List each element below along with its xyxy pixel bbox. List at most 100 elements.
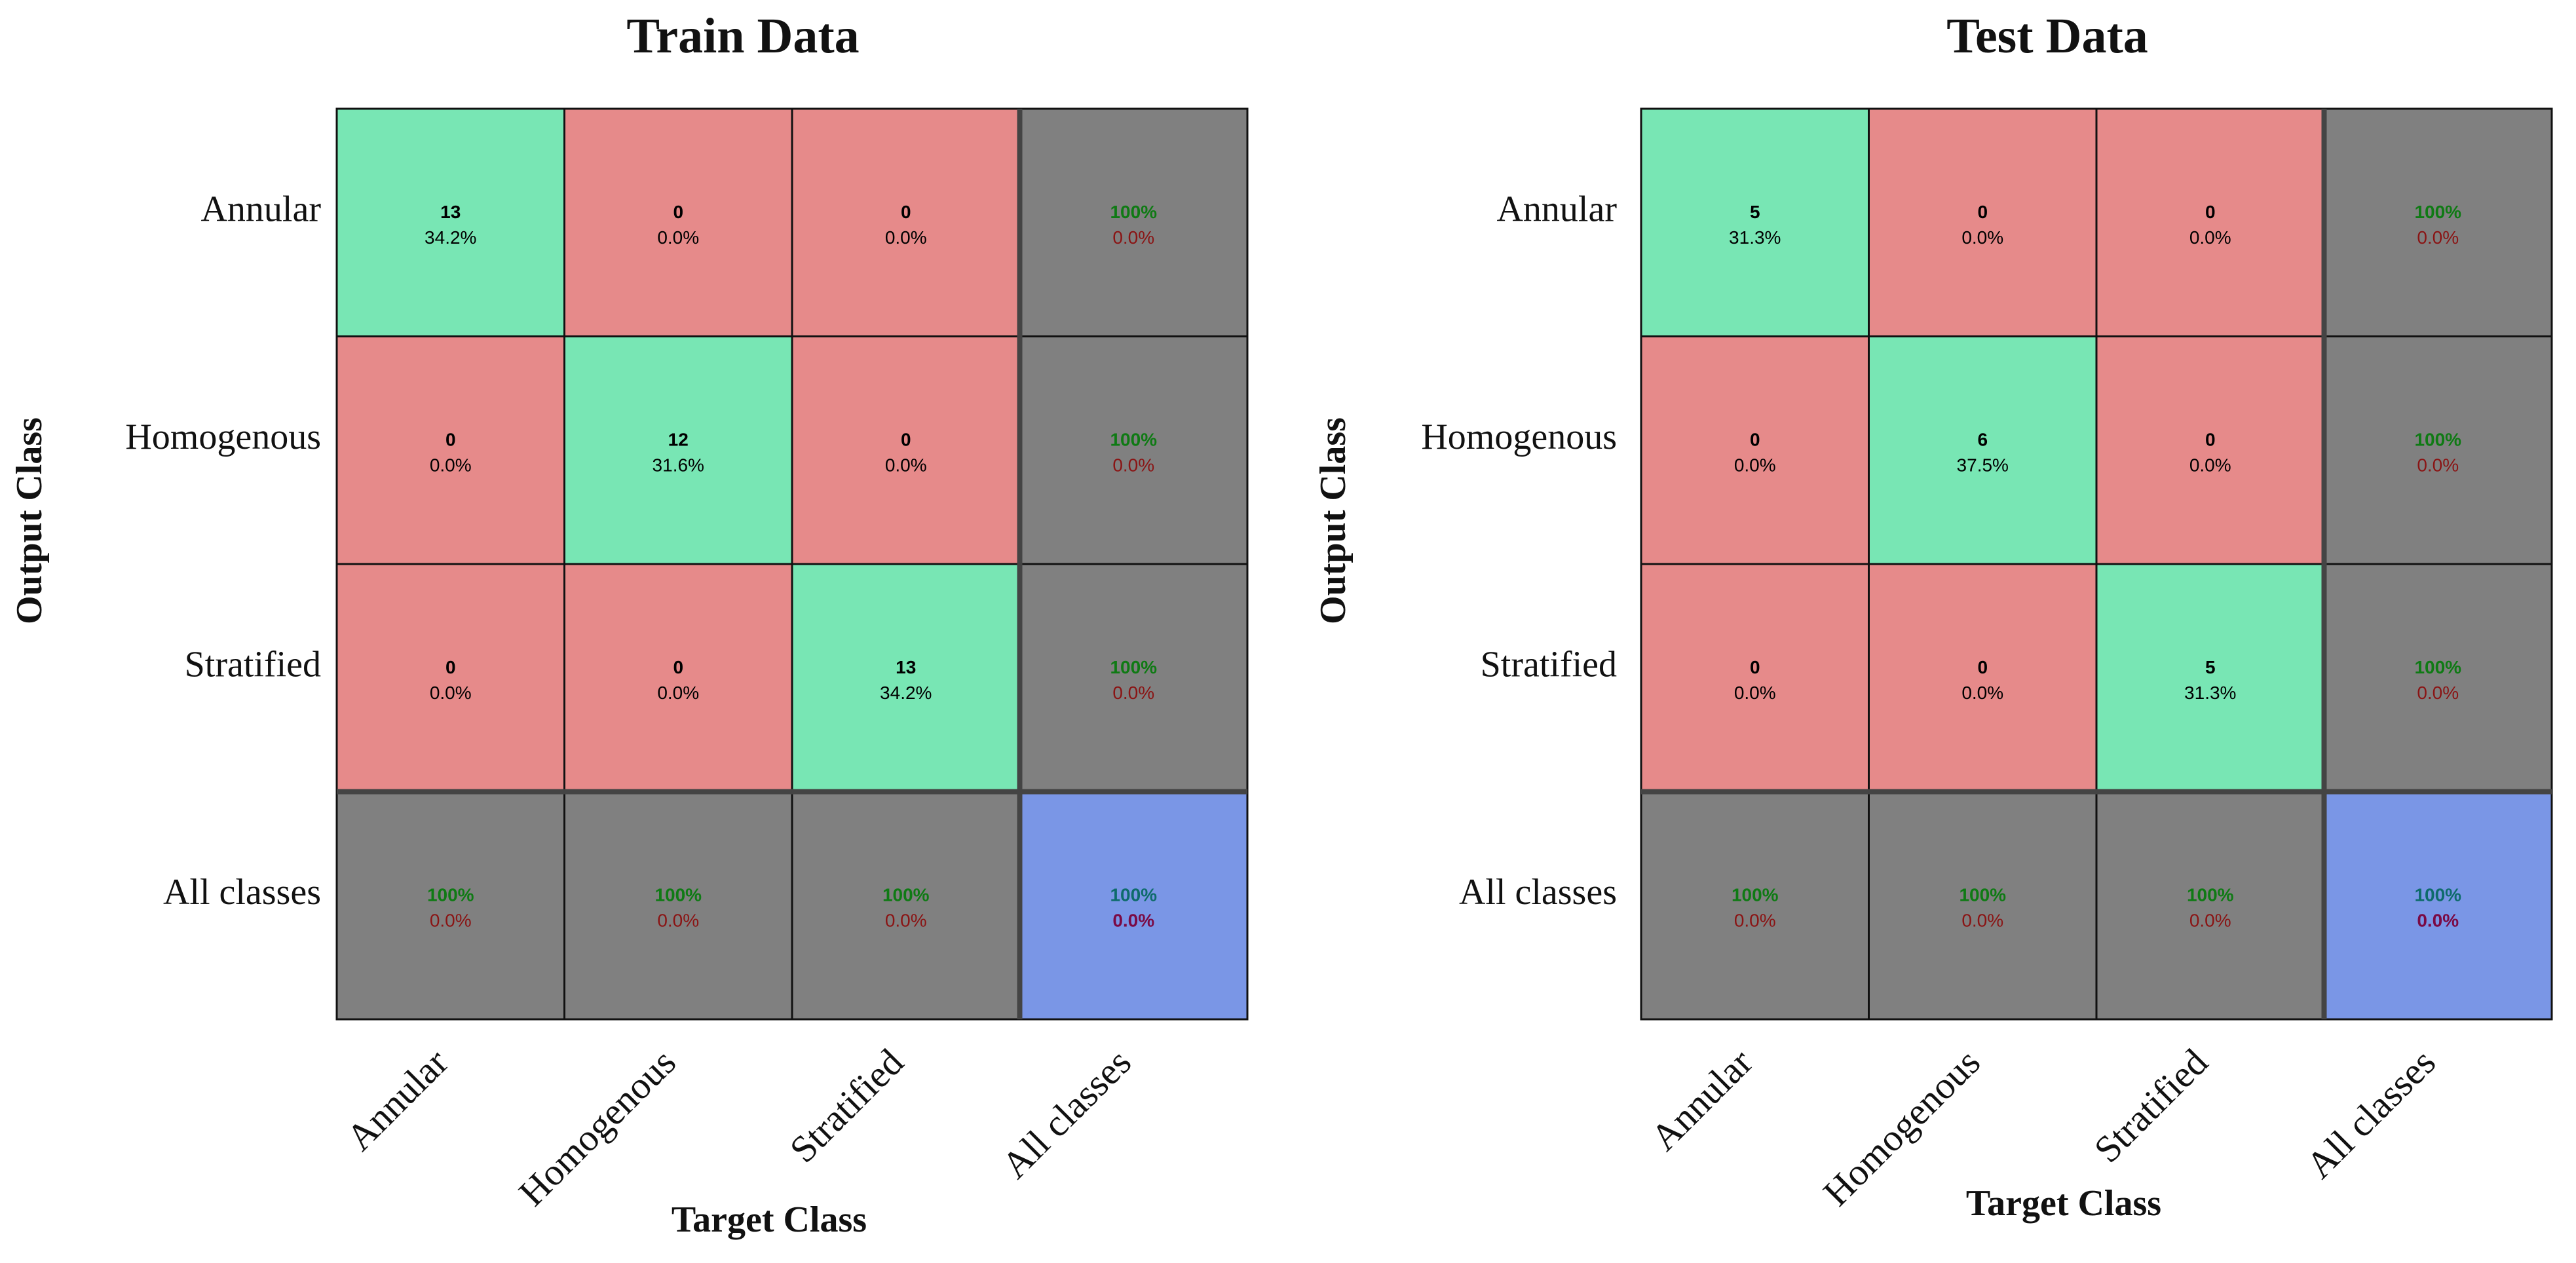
cell-percent: 0.0% [2189, 227, 2231, 248]
summary-cell [2323, 335, 2553, 565]
cell-percent: 0.0% [657, 227, 699, 248]
row-summary-top: 100% [2414, 430, 2461, 450]
col-summary-top: 100% [654, 885, 702, 905]
summary-cell [2323, 563, 2553, 793]
col-label: All classes [2298, 1041, 2444, 1187]
row-label: Homogenous [1421, 417, 1617, 457]
summary-cell [1019, 563, 1249, 793]
total-bottom: 0.0% [2417, 911, 2459, 931]
summary-cell [2323, 107, 2553, 337]
cell-percent: 0.0% [885, 227, 927, 248]
x-axis-label: Target Class [1966, 1183, 2161, 1224]
cell-count: 6 [1977, 430, 1988, 450]
matrix-cell [1640, 335, 1870, 565]
cell-count: 0 [901, 430, 911, 450]
col-summary-top: 100% [2187, 885, 2234, 905]
matrix-cell [2095, 335, 2325, 565]
cell-count: 0 [901, 202, 911, 222]
row-summary-bottom: 0.0% [2417, 227, 2459, 248]
cell-percent: 0.0% [885, 455, 927, 476]
col-summary-bottom: 0.0% [2189, 911, 2231, 931]
row-summary-top: 100% [2414, 202, 2461, 222]
row-label: Stratified [1481, 645, 1617, 685]
row-summary-bottom: 0.0% [2417, 683, 2459, 703]
cell-percent: 0.0% [430, 455, 472, 476]
row-label: Annular [200, 189, 321, 230]
cell-percent: 0.0% [1961, 227, 2003, 248]
cell-percent: 37.5% [1957, 455, 2009, 476]
matrix-cell [2095, 563, 2325, 793]
row-summary-bottom: 0.0% [1112, 683, 1154, 703]
row-label: Stratified [185, 645, 321, 685]
summary-cell [2095, 791, 2325, 1021]
row-label: Homogenous [125, 417, 321, 457]
cell-count: 5 [1750, 202, 1760, 222]
matrix-panel: Test Data 5 31.3% 0 0.0% 0 0.0% 100% 0.0% 0 0.0% 6 3… [1313, 9, 2553, 1224]
matrix-cell [1640, 563, 1870, 793]
cell-percent: 0.0% [1734, 455, 1776, 476]
cell-count: 13 [896, 657, 916, 677]
col-label: All classes [993, 1041, 1139, 1187]
cell-count: 0 [2205, 202, 2216, 222]
row-summary-top: 100% [1110, 430, 1157, 450]
row-summary-bottom: 0.0% [2417, 455, 2459, 476]
matrix-cell [335, 563, 565, 793]
col-summary-bottom: 0.0% [1734, 911, 1776, 931]
col-summary-bottom: 0.0% [430, 911, 472, 931]
y-axis-label: Output Class [1313, 417, 1354, 624]
x-axis-label: Target Class [672, 1199, 867, 1240]
cell-count: 12 [668, 430, 689, 450]
y-axis-label: Output Class [9, 417, 50, 624]
total-bottom: 0.0% [1112, 911, 1154, 931]
cell-percent: 0.0% [1961, 683, 2003, 703]
matrix-cell [791, 563, 1021, 793]
summary-cell [335, 791, 565, 1021]
row-label: Annular [1496, 189, 1617, 230]
col-summary-top: 100% [882, 885, 930, 905]
row-label: All classes [1459, 872, 1617, 913]
cell-percent: 0.0% [430, 683, 472, 703]
col-summary-bottom: 0.0% [885, 911, 927, 931]
cell-percent: 31.3% [2184, 683, 2236, 703]
cell-count: 0 [673, 202, 683, 222]
summary-cell [1019, 107, 1249, 337]
cell-count: 0 [1977, 657, 1988, 677]
row-summary-top: 100% [1110, 657, 1157, 677]
cell-count: 13 [440, 202, 461, 222]
cell-count: 0 [1750, 657, 1760, 677]
panel-title: Test Data [1946, 9, 2148, 64]
cell-percent: 34.2% [425, 227, 476, 248]
cell-percent: 0.0% [2189, 455, 2231, 476]
col-summary-top: 100% [1959, 885, 2006, 905]
col-summary-bottom: 0.0% [1961, 911, 2003, 931]
row-summary-top: 100% [1110, 202, 1157, 222]
row-summary-top: 100% [2414, 657, 2461, 677]
matrix-cell [335, 107, 565, 337]
cell-count: 0 [673, 657, 683, 677]
panel-title: Train Data [626, 9, 859, 64]
col-label: Annular [1642, 1041, 1760, 1159]
cell-percent: 0.0% [657, 683, 699, 703]
matrix-cell [563, 335, 793, 565]
total-top: 100% [1110, 885, 1157, 905]
col-summary-top: 100% [1732, 885, 1779, 905]
col-label: Stratified [2086, 1041, 2216, 1171]
cell-count: 0 [1750, 430, 1760, 450]
matrix-cell [1868, 563, 2098, 793]
total-cell [2323, 791, 2553, 1021]
matrix-cell [1640, 107, 1870, 337]
cell-percent: 34.2% [880, 683, 932, 703]
summary-cell [563, 791, 793, 1021]
cell-count: 0 [445, 657, 456, 677]
matrix-cell [335, 335, 565, 565]
total-top: 100% [2414, 885, 2461, 905]
matrix-cell [563, 107, 793, 337]
col-label: Stratified [782, 1041, 912, 1171]
matrix-cell [2095, 107, 2325, 337]
row-summary-bottom: 0.0% [1112, 455, 1154, 476]
col-summary-top: 100% [427, 885, 474, 905]
cell-percent: 31.3% [1729, 227, 1781, 248]
cell-percent: 0.0% [1734, 683, 1776, 703]
col-label: Annular [338, 1041, 456, 1159]
